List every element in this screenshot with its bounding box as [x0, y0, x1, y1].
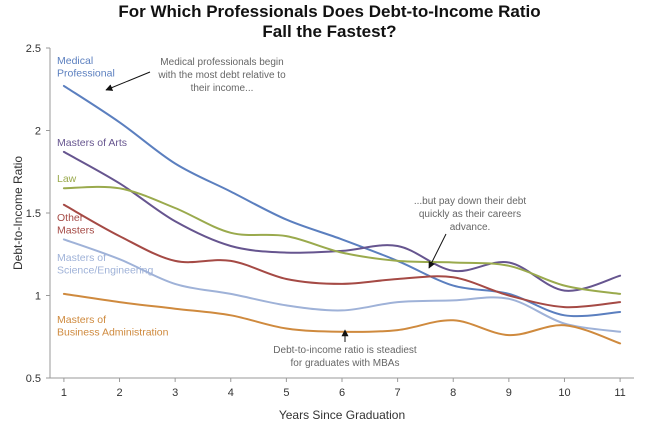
annotation-text-1: advance. — [450, 222, 491, 233]
y-tick-label: 1 — [35, 291, 41, 303]
x-tick-label: 5 — [283, 387, 289, 399]
annotation-text-2: Debt-to-income ratio is steadiest — [273, 345, 417, 356]
y-tick-label: 0.5 — [26, 373, 41, 385]
annotation-text-0: their income... — [191, 83, 254, 94]
series-label-3: Masters — [57, 225, 94, 237]
x-tick-label: 6 — [339, 387, 345, 399]
y-tick-label: 2 — [35, 126, 41, 138]
series-label-0: Professional — [57, 68, 115, 80]
x-tick-label: 11 — [614, 387, 625, 399]
series-label-5: Masters of — [57, 314, 106, 326]
series-line-3 — [62, 203, 622, 309]
series-label-4: Masters of — [57, 252, 106, 264]
series-label-2: Law — [57, 173, 77, 185]
x-tick-label: 2 — [116, 387, 122, 399]
series-line-2 — [62, 185, 622, 295]
series-label-1: Masters of Arts — [57, 137, 127, 149]
chart-title-line-2: Fall the Fastest? — [262, 22, 397, 41]
chart-title-line-1: For Which Professionals Does Debt-to-Inc… — [118, 2, 541, 21]
x-tick-label: 1 — [61, 387, 67, 399]
series-label-4: Science/Engineering — [57, 265, 153, 277]
x-tick-label: 8 — [450, 387, 456, 399]
annotation-text-2: for graduates with MBAs — [291, 358, 400, 369]
annotation-text-0: with the most debt relative to — [157, 70, 286, 81]
annotation-text-1: quickly as their careers — [419, 209, 521, 220]
series-line-0 — [62, 84, 622, 318]
series-line-4 — [62, 238, 622, 333]
annotation-arrow-1 — [428, 233, 447, 269]
y-tick-label: 1.5 — [26, 208, 41, 220]
x-tick-label: 4 — [228, 387, 234, 399]
y-tick-label: 2.5 — [26, 43, 41, 55]
x-tick-label: 7 — [395, 387, 401, 399]
annotation-arrow-0 — [105, 71, 151, 91]
x-tick-label: 9 — [506, 387, 512, 399]
series-label-0: Medical — [57, 55, 93, 67]
x-tick-label: 10 — [558, 387, 570, 399]
x-tick-label: 3 — [172, 387, 178, 399]
y-axis-label: Debt-to-Income Ratio — [11, 156, 25, 270]
annotation-text-1: ...but pay down their debt — [414, 196, 527, 207]
annotation-text-0: Medical professionals begin — [160, 57, 283, 68]
x-axis-label: Years Since Graduation — [279, 408, 405, 422]
series-label-3: Other — [57, 212, 84, 224]
series-label-5: Business Administration — [57, 327, 169, 339]
